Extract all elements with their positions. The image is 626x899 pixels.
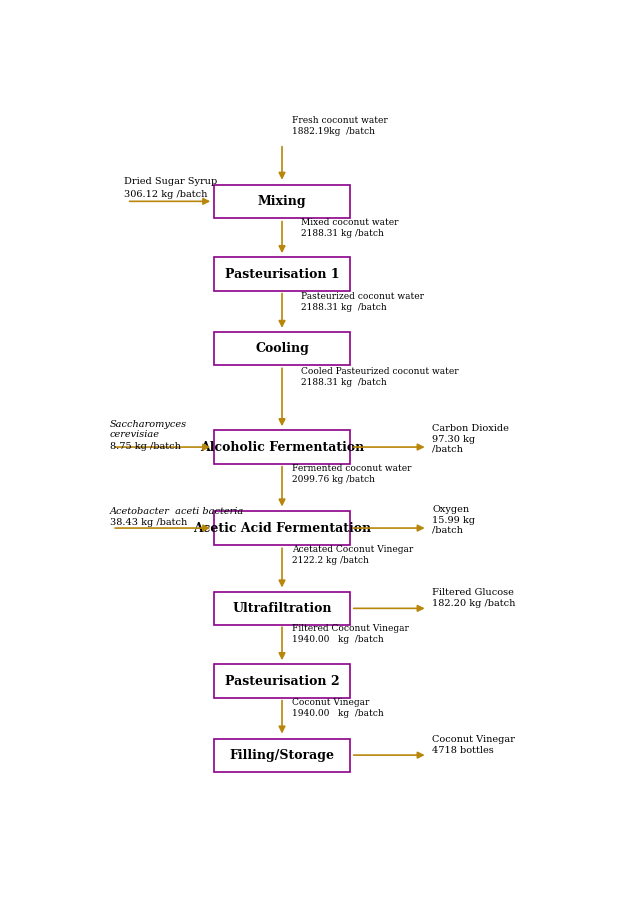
- Text: Ultrafiltration: Ultrafiltration: [232, 601, 332, 615]
- Text: 1940.00   kg  /batch: 1940.00 kg /batch: [292, 708, 384, 717]
- FancyBboxPatch shape: [214, 184, 350, 218]
- Text: Filling/Storage: Filling/Storage: [230, 749, 334, 761]
- Text: Pasteurisation 2: Pasteurisation 2: [225, 674, 339, 688]
- Text: 182.20 kg /batch: 182.20 kg /batch: [433, 600, 516, 609]
- Text: Acetic Acid Fermentation: Acetic Acid Fermentation: [193, 521, 371, 535]
- FancyBboxPatch shape: [214, 512, 350, 545]
- Text: 97.30 kg: 97.30 kg: [433, 434, 476, 443]
- Text: Cooling: Cooling: [255, 343, 309, 355]
- Text: Filtered Glucose: Filtered Glucose: [433, 588, 515, 597]
- Text: 2188.31 kg  /batch: 2188.31 kg /batch: [301, 303, 387, 312]
- Text: Dried Sugar Syrup: Dried Sugar Syrup: [125, 177, 218, 186]
- FancyBboxPatch shape: [214, 664, 350, 698]
- Text: 1940.00   kg  /batch: 1940.00 kg /batch: [292, 636, 384, 645]
- Text: Pasteurized coconut water: Pasteurized coconut water: [301, 292, 424, 301]
- Text: 306.12 kg /batch: 306.12 kg /batch: [125, 190, 208, 199]
- Text: cerevisiae: cerevisiae: [110, 430, 160, 439]
- Text: Acetobacter  aceti bacteria: Acetobacter aceti bacteria: [110, 507, 244, 516]
- Text: Fermented coconut water: Fermented coconut water: [292, 464, 411, 473]
- Text: Oxygen: Oxygen: [433, 505, 470, 514]
- Text: Mixing: Mixing: [258, 195, 306, 208]
- Text: 38.43 kg /batch: 38.43 kg /batch: [110, 519, 187, 528]
- Text: 4718 bottles: 4718 bottles: [433, 746, 494, 755]
- Text: 2188.31 kg  /batch: 2188.31 kg /batch: [301, 378, 387, 387]
- Text: Pasteurisation 1: Pasteurisation 1: [225, 268, 339, 280]
- Text: Alcoholic Fermentation: Alcoholic Fermentation: [200, 441, 364, 454]
- Text: Coconut Vinegar: Coconut Vinegar: [292, 698, 369, 707]
- Text: Mixed coconut water: Mixed coconut water: [301, 218, 399, 227]
- Text: 1882.19kg  /batch: 1882.19kg /batch: [292, 128, 375, 137]
- Text: Fresh coconut water: Fresh coconut water: [292, 116, 387, 125]
- Text: 2188.31 kg /batch: 2188.31 kg /batch: [301, 229, 384, 238]
- Text: Acetated Coconut Vinegar: Acetated Coconut Vinegar: [292, 546, 413, 555]
- FancyBboxPatch shape: [214, 332, 350, 365]
- FancyBboxPatch shape: [214, 738, 350, 771]
- FancyBboxPatch shape: [214, 257, 350, 290]
- FancyBboxPatch shape: [214, 592, 350, 625]
- Text: Coconut Vinegar: Coconut Vinegar: [433, 735, 515, 744]
- Text: 8.75 kg /batch: 8.75 kg /batch: [110, 442, 181, 451]
- Text: /batch: /batch: [433, 526, 463, 535]
- Text: /batch: /batch: [433, 445, 463, 454]
- Text: Cooled Pasteurized coconut water: Cooled Pasteurized coconut water: [301, 367, 459, 376]
- Text: 2099.76 kg /batch: 2099.76 kg /batch: [292, 475, 375, 484]
- Text: Carbon Dioxide: Carbon Dioxide: [433, 424, 510, 433]
- FancyBboxPatch shape: [214, 431, 350, 464]
- Text: Filtered Coconut Vinegar: Filtered Coconut Vinegar: [292, 624, 409, 633]
- Text: 15.99 kg: 15.99 kg: [433, 516, 475, 525]
- Text: Saccharomyces: Saccharomyces: [110, 420, 187, 429]
- Text: 2122.2 kg /batch: 2122.2 kg /batch: [292, 556, 369, 565]
